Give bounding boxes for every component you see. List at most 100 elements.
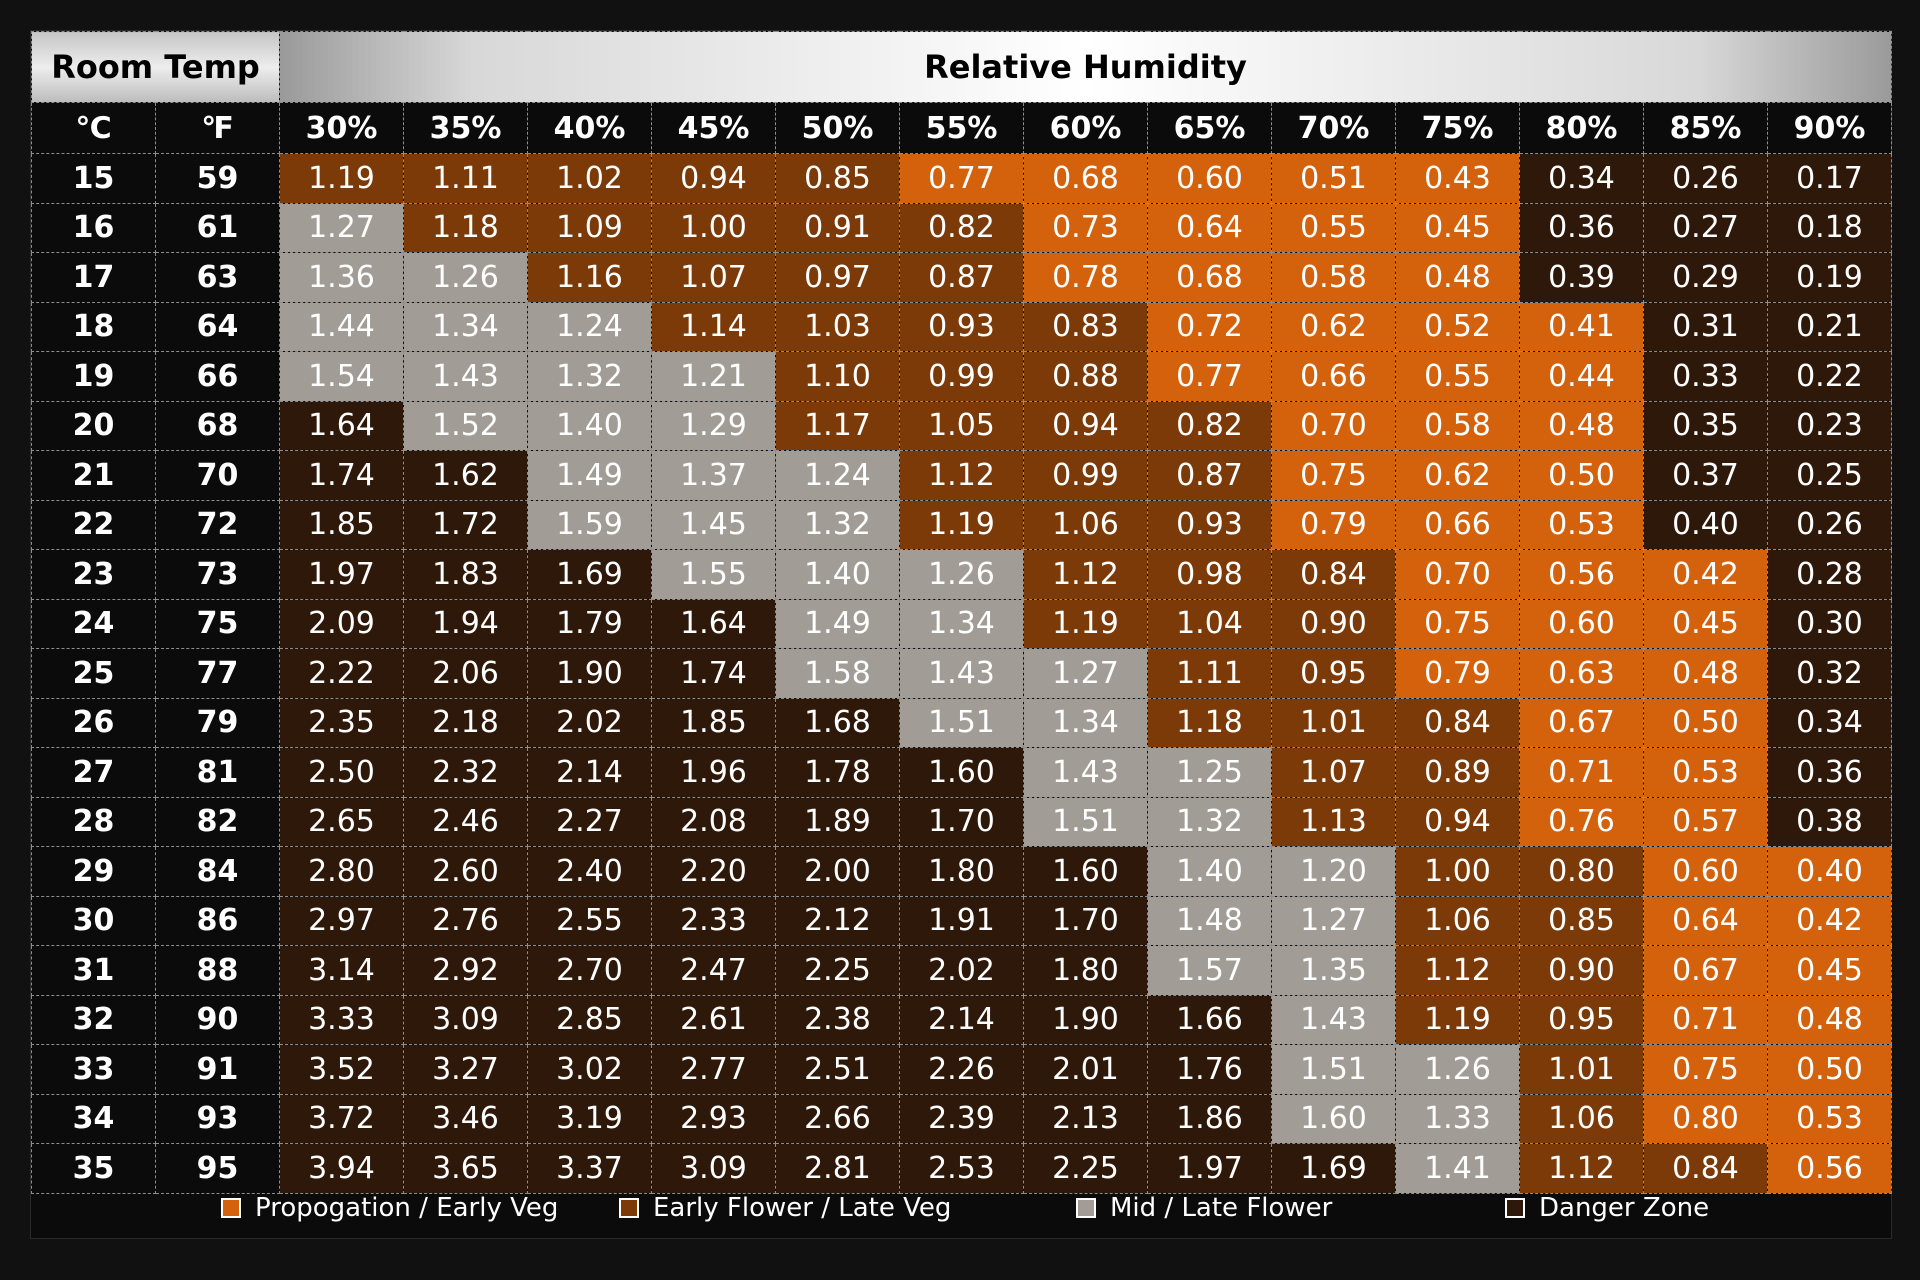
vpd-value-cell: 0.70 — [1395, 549, 1520, 600]
vpd-value-cell: 2.80 — [279, 846, 404, 897]
temp-celsius-cell: 34 — [31, 1093, 156, 1144]
legend-label: Mid / Late Flower — [1110, 1193, 1333, 1223]
vpd-value-cell: 0.75 — [1643, 1044, 1768, 1095]
vpd-value-cell: 0.55 — [1271, 202, 1396, 253]
fahrenheit-unit-header: ℉ — [155, 102, 280, 154]
vpd-value-cell: 1.60 — [899, 747, 1024, 798]
vpd-value-cell: 1.14 — [651, 301, 776, 352]
vpd-value-cell: 0.84 — [1271, 549, 1396, 600]
temp-celsius-cell: 28 — [31, 796, 156, 847]
temp-fahrenheit-cell: 90 — [155, 994, 280, 1045]
vpd-value-cell: 0.76 — [1519, 796, 1644, 847]
table-row: 21 70 1.74 1.62 1.49 1.37 1.24 1.12 0.99 0.87 0.75… — [31, 450, 1892, 501]
vpd-value-cell: 1.06 — [1519, 1093, 1644, 1144]
vpd-value-cell: 1.60 — [1023, 846, 1148, 897]
vpd-value-cell: 1.12 — [899, 450, 1024, 501]
vpd-value-cell: 2.09 — [279, 598, 404, 649]
vpd-value-cell: 2.13 — [1023, 1093, 1148, 1144]
vpd-value-cell: 0.39 — [1519, 252, 1644, 303]
header-row-titles: Room Temp Relative Humidity — [31, 31, 1892, 103]
vpd-value-cell: 1.34 — [403, 301, 528, 352]
vpd-value-cell: 0.53 — [1519, 499, 1644, 550]
vpd-value-cell: 1.60 — [1271, 1093, 1396, 1144]
vpd-value-cell: 1.43 — [403, 351, 528, 402]
vpd-value-cell: 2.12 — [775, 895, 900, 946]
vpd-value-cell: 1.24 — [527, 301, 652, 352]
vpd-value-cell: 1.64 — [651, 598, 776, 649]
vpd-value-cell: 0.99 — [899, 351, 1024, 402]
vpd-value-cell: 3.09 — [651, 1143, 776, 1194]
vpd-value-cell: 2.85 — [527, 994, 652, 1045]
vpd-value-cell: 0.26 — [1643, 153, 1768, 204]
vpd-value-cell: 0.53 — [1767, 1093, 1892, 1144]
vpd-value-cell: 1.94 — [403, 598, 528, 649]
vpd-value-cell: 0.43 — [1395, 153, 1520, 204]
vpd-value-cell: 2.46 — [403, 796, 528, 847]
temp-celsius-cell: 23 — [31, 549, 156, 600]
vpd-value-cell: 1.85 — [279, 499, 404, 550]
vpd-value-cell: 1.76 — [1147, 1044, 1272, 1095]
vpd-value-cell: 3.52 — [279, 1044, 404, 1095]
vpd-value-cell: 0.51 — [1271, 153, 1396, 204]
vpd-value-cell: 1.43 — [1271, 994, 1396, 1045]
table-row: 23 73 1.97 1.83 1.69 1.55 1.40 1.26 1.12 0.98 0.84… — [31, 549, 1892, 600]
vpd-value-cell: 0.62 — [1395, 450, 1520, 501]
celsius-unit-header: ℃ — [31, 102, 156, 154]
vpd-value-cell: 3.33 — [279, 994, 404, 1045]
vpd-value-cell: 1.18 — [403, 202, 528, 253]
vpd-value-cell: 0.45 — [1643, 598, 1768, 649]
legend-swatch — [619, 1198, 639, 1218]
legend-label: Danger Zone — [1539, 1193, 1710, 1223]
vpd-value-cell: 2.14 — [899, 994, 1024, 1045]
vpd-value-cell: 1.19 — [1395, 994, 1520, 1045]
vpd-value-cell: 1.66 — [1147, 994, 1272, 1045]
vpd-value-cell: 0.45 — [1395, 202, 1520, 253]
vpd-value-cell: 2.25 — [775, 945, 900, 996]
table-row: 26 79 2.35 2.18 2.02 1.85 1.68 1.51 1.34 1.18 1.01… — [31, 697, 1892, 748]
temp-fahrenheit-cell: 70 — [155, 450, 280, 501]
humidity-header: 30% — [279, 102, 404, 154]
vpd-value-cell: 0.48 — [1643, 648, 1768, 699]
vpd-value-cell: 2.06 — [403, 648, 528, 699]
vpd-value-cell: 2.08 — [651, 796, 776, 847]
vpd-value-cell: 1.64 — [279, 400, 404, 451]
table-row: 28 82 2.65 2.46 2.27 2.08 1.89 1.70 1.51 1.32 1.13… — [31, 796, 1892, 847]
vpd-value-cell: 0.34 — [1767, 697, 1892, 748]
vpd-value-cell: 1.26 — [403, 252, 528, 303]
table-row: 24 75 2.09 1.94 1.79 1.64 1.49 1.34 1.19 1.04 0.90… — [31, 598, 1892, 649]
vpd-value-cell: 1.33 — [1395, 1093, 1520, 1144]
vpd-value-cell: 2.40 — [527, 846, 652, 897]
vpd-table-body: 15 59 1.19 1.11 1.02 0.94 0.85 0.77 0.68 0.60 0.51… — [31, 153, 1892, 1194]
vpd-value-cell: 1.19 — [899, 499, 1024, 550]
vpd-value-cell: 0.32 — [1767, 648, 1892, 699]
table-row: 19 66 1.54 1.43 1.32 1.21 1.10 0.99 0.88 0.77 0.66… — [31, 351, 1892, 402]
vpd-value-cell: 0.50 — [1643, 697, 1768, 748]
vpd-value-cell: 0.29 — [1643, 252, 1768, 303]
vpd-value-cell: 1.40 — [775, 549, 900, 600]
table-row: 16 61 1.27 1.18 1.09 1.00 0.91 0.82 0.73 0.64 0.55… — [31, 202, 1892, 253]
vpd-table: Room Temp Relative Humidity ℃ ℉ 30% 35% 40… — [31, 31, 1892, 1194]
vpd-value-cell: 0.79 — [1395, 648, 1520, 699]
vpd-value-cell: 1.90 — [1023, 994, 1148, 1045]
vpd-value-cell: 1.52 — [403, 400, 528, 451]
legend-label: Propogation / Early Veg — [255, 1193, 559, 1223]
vpd-value-cell: 1.21 — [651, 351, 776, 402]
vpd-value-cell: 0.37 — [1643, 450, 1768, 501]
vpd-value-cell: 2.55 — [527, 895, 652, 946]
vpd-value-cell: 0.72 — [1147, 301, 1272, 352]
vpd-value-cell: 0.50 — [1767, 1044, 1892, 1095]
vpd-value-cell: 3.37 — [527, 1143, 652, 1194]
vpd-value-cell: 3.27 — [403, 1044, 528, 1095]
temp-celsius-cell: 26 — [31, 697, 156, 748]
legend-swatch — [1505, 1198, 1525, 1218]
vpd-value-cell: 0.71 — [1643, 994, 1768, 1045]
vpd-value-cell: 0.27 — [1643, 202, 1768, 253]
temp-fahrenheit-cell: 61 — [155, 202, 280, 253]
vpd-value-cell: 1.27 — [1271, 895, 1396, 946]
vpd-value-cell: 2.35 — [279, 697, 404, 748]
table-row: 34 93 3.72 3.46 3.19 2.93 2.66 2.39 2.13 1.86 1.60… — [31, 1093, 1892, 1144]
legend-item: Early Flower / Late Veg — [619, 1183, 951, 1233]
vpd-value-cell: 1.43 — [1023, 747, 1148, 798]
temp-celsius-cell: 16 — [31, 202, 156, 253]
vpd-value-cell: 0.93 — [1147, 499, 1272, 550]
